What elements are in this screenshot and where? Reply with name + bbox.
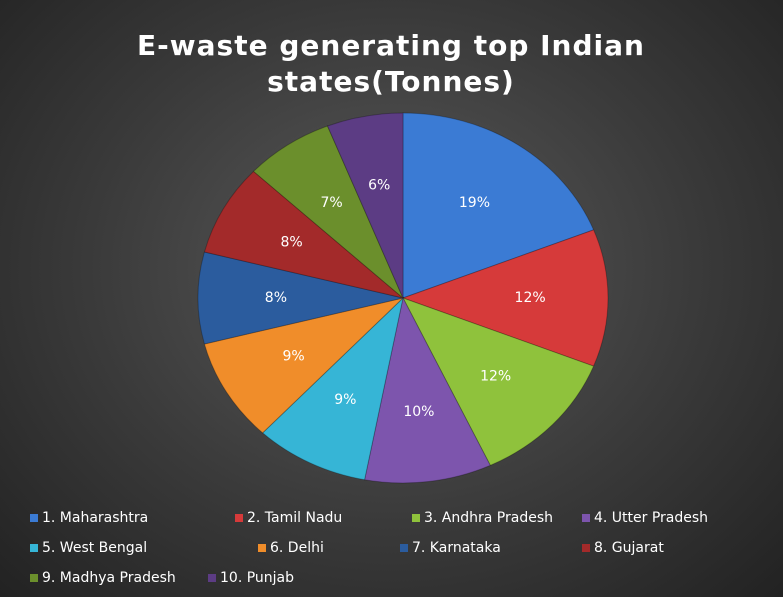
data-label: 10% [403, 404, 434, 420]
pie-slice [326, 112, 404, 299]
pie-slice [197, 251, 404, 345]
legend-marker [208, 574, 216, 582]
legend-label: 2. Tamil Nadu [247, 510, 342, 526]
legend-label: 8. Gujarat [594, 540, 664, 556]
data-label: 12% [515, 290, 546, 306]
data-label: 6% [368, 177, 390, 193]
legend-label: 3. Andhra Pradesh [424, 510, 553, 526]
legend-marker [30, 514, 38, 522]
data-label: 8% [281, 235, 303, 251]
pie-slice [261, 296, 404, 481]
legend-marker [400, 544, 408, 552]
pie-slice [401, 297, 595, 467]
legend-marker [30, 544, 38, 552]
legend-marker [258, 544, 266, 552]
legend-marker [30, 574, 38, 582]
pie-slice [363, 296, 491, 484]
legend-label: 1. Maharashtra [42, 510, 148, 526]
legend-label: 7. Karnataka [412, 540, 501, 556]
legend-label: 4. Utter Pradesh [594, 510, 708, 526]
legend-label: 9. Madhya Pradesh [42, 570, 176, 586]
pie-slice [401, 229, 609, 367]
legend-marker [412, 514, 420, 522]
legend-label: 10. Punjab [220, 570, 294, 586]
chart-title: E-waste generating top Indian states(Ton… [137, 29, 645, 98]
pie-slice [203, 170, 404, 299]
legend-label: 6. Delhi [270, 540, 324, 556]
data-label: 19% [459, 195, 490, 211]
data-label: 8% [265, 290, 287, 306]
legend-marker [235, 514, 243, 522]
data-label: 12% [480, 369, 511, 385]
legend-marker [582, 544, 590, 552]
legend-label: 5. West Bengal [42, 540, 147, 556]
data-label: 9% [334, 392, 356, 408]
pie-slice [203, 297, 405, 434]
data-label: 7% [320, 195, 342, 211]
legend-marker [582, 514, 590, 522]
data-label: 9% [282, 348, 304, 364]
pie-slice [402, 112, 595, 299]
pie-slice [252, 125, 404, 299]
